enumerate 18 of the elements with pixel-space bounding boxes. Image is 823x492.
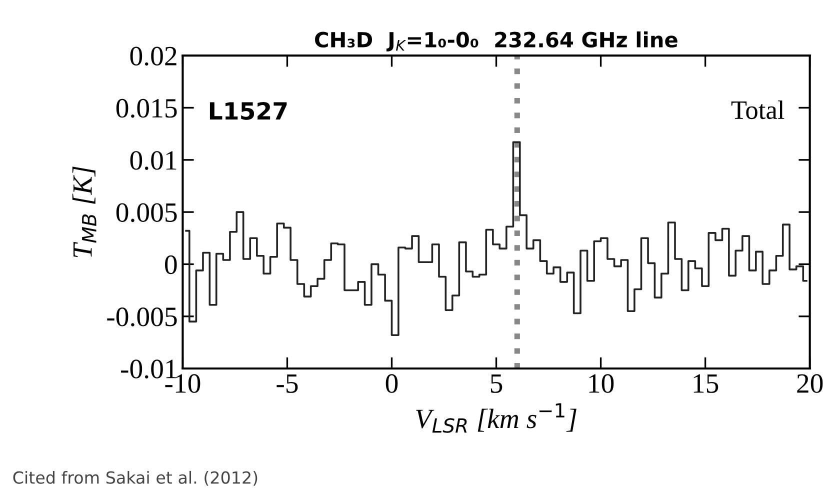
- x-tick-label: 15: [694, 374, 718, 393]
- x-tick-label: 0: [386, 374, 398, 393]
- x-axis-title: V$_{LSR}$ [km s$^{−1}$]: [416, 403, 576, 433]
- annotation: L1527: [210, 102, 287, 120]
- y-tick-label: 0: [165, 255, 177, 274]
- y-tick-label: 0.01: [130, 151, 176, 170]
- x-tick-label: 10: [589, 374, 614, 393]
- x-tick-label: 20: [797, 374, 823, 393]
- text: Cited from Sakai et al. (2012): [13, 470, 258, 486]
- y-axis-title: T$_{MB}$ [K]: [72, 166, 96, 258]
- y-tick-label: 0.02: [130, 46, 176, 66]
- y-tick-label: 0.005: [116, 203, 177, 222]
- y-tick-label: -0.005: [107, 308, 177, 326]
- x-tick-label: -5: [276, 374, 298, 393]
- x-tick-label: 5: [490, 374, 502, 393]
- chart-title: CH₃D J$_{K}$=1₀-0₀ 232.64 GHz line: [315, 31, 678, 52]
- y-tick-label: 0.015: [116, 98, 177, 118]
- annotation: Total: [731, 100, 784, 120]
